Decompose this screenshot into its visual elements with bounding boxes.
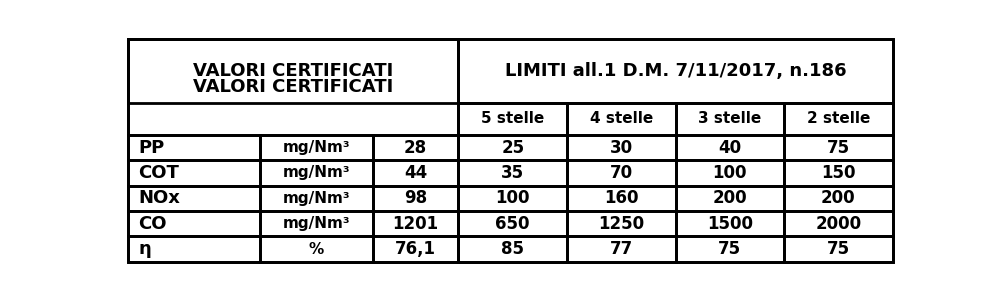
Bar xyxy=(373,135,458,160)
Text: 200: 200 xyxy=(712,189,747,207)
Text: 650: 650 xyxy=(495,215,530,233)
Bar xyxy=(675,135,784,160)
Text: mg/Nm³: mg/Nm³ xyxy=(283,191,351,206)
Bar xyxy=(567,236,675,262)
Bar xyxy=(675,103,784,135)
Text: 4 stelle: 4 stelle xyxy=(590,111,653,126)
Bar xyxy=(567,211,675,236)
Text: 150: 150 xyxy=(821,164,856,182)
Bar xyxy=(458,103,567,135)
Text: 1250: 1250 xyxy=(599,215,644,233)
Bar xyxy=(784,186,892,211)
Text: 40: 40 xyxy=(718,139,741,156)
Bar xyxy=(567,135,675,160)
Bar xyxy=(373,186,458,211)
Bar xyxy=(128,160,260,186)
Text: 98: 98 xyxy=(404,189,427,207)
Bar xyxy=(458,39,892,262)
Bar xyxy=(128,39,458,103)
Text: 1500: 1500 xyxy=(707,215,753,233)
Bar xyxy=(260,211,373,236)
Text: 76,1: 76,1 xyxy=(395,240,436,258)
Bar xyxy=(567,186,675,211)
Text: mg/Nm³: mg/Nm³ xyxy=(283,140,351,155)
Text: VALORI CERTIFICATI: VALORI CERTIFICATI xyxy=(193,62,393,80)
Bar xyxy=(128,135,260,160)
Text: %: % xyxy=(309,242,324,257)
Text: 100: 100 xyxy=(495,189,530,207)
Text: 200: 200 xyxy=(821,189,856,207)
Text: 35: 35 xyxy=(501,164,524,182)
Text: 5 stelle: 5 stelle xyxy=(481,111,545,126)
Text: 25: 25 xyxy=(501,139,524,156)
Text: CO: CO xyxy=(138,215,167,233)
Bar xyxy=(675,160,784,186)
Bar xyxy=(458,211,567,236)
Text: 44: 44 xyxy=(404,164,427,182)
Bar xyxy=(128,236,260,262)
Text: PP: PP xyxy=(138,139,164,156)
Bar xyxy=(260,160,373,186)
Bar xyxy=(784,211,892,236)
Text: NOx: NOx xyxy=(138,189,180,207)
Text: 3 stelle: 3 stelle xyxy=(698,111,761,126)
Bar xyxy=(458,160,567,186)
Text: mg/Nm³: mg/Nm³ xyxy=(283,216,351,231)
Text: mg/Nm³: mg/Nm³ xyxy=(283,165,351,181)
Text: 160: 160 xyxy=(604,189,638,207)
Text: 75: 75 xyxy=(718,240,741,258)
Text: 85: 85 xyxy=(501,240,524,258)
Text: VALORI CERTIFICATI: VALORI CERTIFICATI xyxy=(193,78,393,96)
Bar xyxy=(784,236,892,262)
Text: 28: 28 xyxy=(404,139,427,156)
Bar xyxy=(458,236,567,262)
Text: 75: 75 xyxy=(827,139,850,156)
Bar xyxy=(128,211,260,236)
Bar xyxy=(128,186,260,211)
Bar xyxy=(784,103,892,135)
Bar xyxy=(458,186,567,211)
Text: η: η xyxy=(138,240,151,258)
Bar xyxy=(567,160,675,186)
Text: 2000: 2000 xyxy=(815,215,862,233)
Bar xyxy=(675,236,784,262)
Bar xyxy=(260,186,373,211)
Bar xyxy=(458,39,892,103)
Bar xyxy=(458,135,567,160)
Bar xyxy=(260,135,373,160)
Text: 2 stelle: 2 stelle xyxy=(807,111,870,126)
Bar xyxy=(675,211,784,236)
Text: 70: 70 xyxy=(610,164,632,182)
Bar xyxy=(260,236,373,262)
Bar xyxy=(128,39,458,262)
Text: 77: 77 xyxy=(610,240,632,258)
Text: LIMITI all.1 D.M. 7/11/2017, n.186: LIMITI all.1 D.M. 7/11/2017, n.186 xyxy=(505,62,847,80)
Bar xyxy=(675,186,784,211)
Bar xyxy=(373,211,458,236)
Bar xyxy=(373,236,458,262)
Bar xyxy=(567,103,675,135)
Bar xyxy=(784,135,892,160)
Bar xyxy=(128,39,458,135)
Text: COT: COT xyxy=(138,164,179,182)
Bar xyxy=(784,160,892,186)
Bar xyxy=(373,160,458,186)
Text: 30: 30 xyxy=(610,139,632,156)
Text: 100: 100 xyxy=(712,164,747,182)
Text: 1201: 1201 xyxy=(392,215,438,233)
Text: 75: 75 xyxy=(827,240,850,258)
